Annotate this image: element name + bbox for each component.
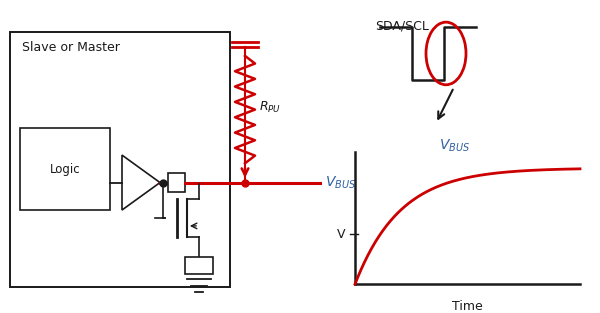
- FancyBboxPatch shape: [10, 32, 230, 287]
- Polygon shape: [122, 155, 160, 210]
- Text: V: V: [337, 228, 345, 241]
- FancyBboxPatch shape: [185, 257, 213, 274]
- Text: $V_{BUS}$: $V_{BUS}$: [325, 174, 356, 191]
- FancyBboxPatch shape: [168, 173, 185, 192]
- Text: SDA/SCL: SDA/SCL: [375, 20, 429, 33]
- Text: Logic: Logic: [50, 162, 80, 176]
- Text: Slave or Master: Slave or Master: [22, 41, 120, 54]
- FancyBboxPatch shape: [20, 128, 110, 210]
- Text: $R_{PU}$: $R_{PU}$: [259, 100, 281, 115]
- Text: $V_{BUS}$: $V_{BUS}$: [439, 138, 470, 154]
- Text: Time: Time: [452, 300, 483, 313]
